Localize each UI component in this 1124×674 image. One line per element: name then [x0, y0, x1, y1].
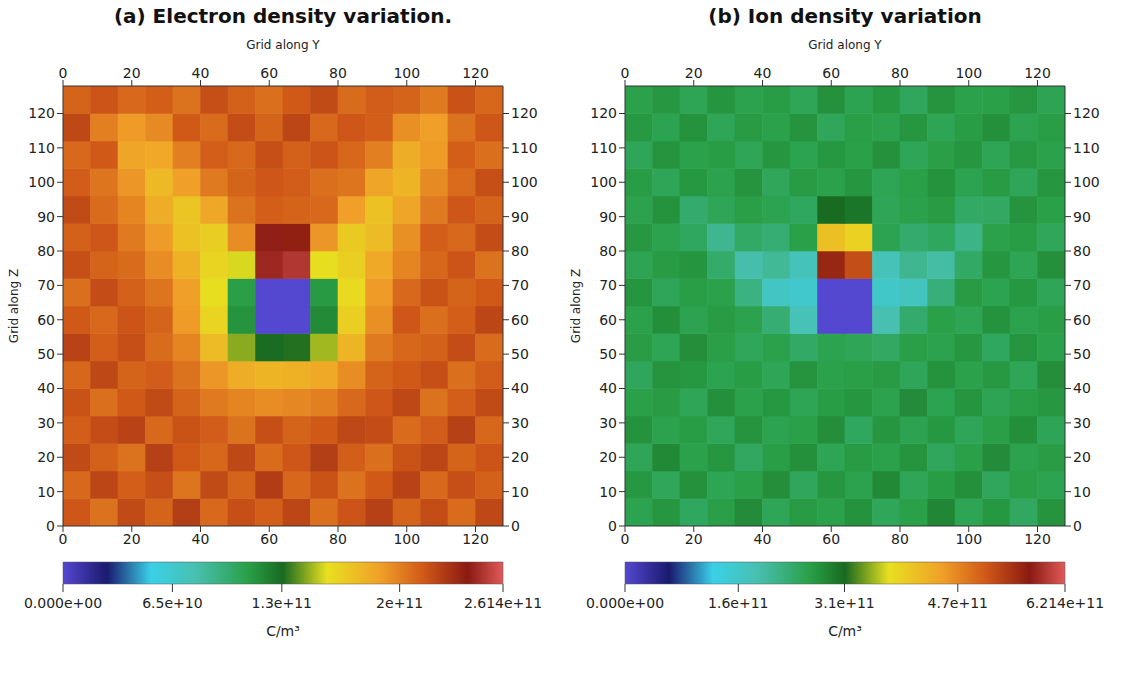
svg-text:100: 100 [955, 531, 982, 547]
svg-text:0: 0 [608, 518, 617, 534]
svg-text:2e+11: 2e+11 [376, 595, 423, 611]
svg-text:110: 110 [1073, 140, 1100, 156]
svg-text:10: 10 [599, 484, 617, 500]
svg-text:0: 0 [46, 518, 55, 534]
svg-text:0.000e+00: 0.000e+00 [24, 595, 102, 611]
svg-text:70: 70 [37, 277, 55, 293]
svg-text:1.3e+11: 1.3e+11 [252, 595, 312, 611]
svg-text:100: 100 [1073, 174, 1100, 190]
svg-text:60: 60 [822, 65, 840, 81]
svg-text:60: 60 [260, 531, 278, 547]
svg-text:2.614e+11: 2.614e+11 [464, 595, 542, 611]
svg-text:20: 20 [511, 449, 529, 465]
svg-text:110: 110 [590, 140, 617, 156]
svg-text:100: 100 [590, 174, 617, 190]
svg-text:80: 80 [37, 243, 55, 259]
svg-text:100: 100 [28, 174, 55, 190]
svg-text:0: 0 [621, 65, 630, 81]
svg-text:120: 120 [1024, 65, 1051, 81]
svg-text:3.1e+11: 3.1e+11 [814, 595, 874, 611]
svg-text:6.5e+10: 6.5e+10 [142, 595, 202, 611]
html-text:(a) Electron density variation: (a) Electron density variation. [113, 4, 453, 28]
html-text:Grid along Y: Grid along Y [808, 38, 882, 52]
svg-text:0.000e+00: 0.000e+00 [586, 595, 664, 611]
svg-text:40: 40 [754, 531, 772, 547]
html-text:(b) Ion density variation: (b) Ion density variation [708, 4, 982, 28]
svg-text:110: 110 [511, 140, 538, 156]
svg-text:60: 60 [37, 312, 55, 328]
svg-text:60: 60 [260, 65, 278, 81]
svg-text:20: 20 [123, 65, 141, 81]
svg-text:120: 120 [28, 105, 55, 121]
svg-text:100: 100 [393, 65, 420, 81]
svg-text:0: 0 [621, 531, 630, 547]
svg-text:120: 120 [1024, 531, 1051, 547]
svg-text:70: 70 [511, 277, 529, 293]
svg-text:120: 120 [1073, 105, 1100, 121]
svg-text:50: 50 [511, 346, 529, 362]
svg-text:10: 10 [1073, 484, 1091, 500]
svg-text:40: 40 [754, 65, 772, 81]
html-text:Grid along Z: Grid along Z [569, 268, 583, 344]
svg-text:60: 60 [599, 312, 617, 328]
html-text:Grid along Z: Grid along Z [7, 268, 21, 344]
svg-text:30: 30 [599, 415, 617, 431]
svg-text:80: 80 [891, 531, 909, 547]
svg-text:50: 50 [599, 346, 617, 362]
svg-text:90: 90 [1073, 209, 1091, 225]
svg-text:120: 120 [462, 65, 489, 81]
svg-text:20: 20 [599, 449, 617, 465]
svg-text:110: 110 [28, 140, 55, 156]
html-text:Grid along Y: Grid along Y [246, 38, 320, 52]
svg-text:40: 40 [192, 531, 210, 547]
svg-text:20: 20 [685, 531, 703, 547]
svg-text:0: 0 [59, 531, 68, 547]
svg-text:20: 20 [37, 449, 55, 465]
svg-text:90: 90 [37, 209, 55, 225]
svg-text:60: 60 [822, 531, 840, 547]
svg-text:10: 10 [37, 484, 55, 500]
svg-text:90: 90 [511, 209, 529, 225]
svg-text:80: 80 [511, 243, 529, 259]
svg-text:70: 70 [599, 277, 617, 293]
svg-text:0: 0 [1073, 518, 1082, 534]
svg-text:40: 40 [192, 65, 210, 81]
svg-text:40: 40 [1073, 380, 1091, 396]
svg-text:120: 120 [511, 105, 538, 121]
svg-text:60: 60 [511, 312, 529, 328]
svg-text:40: 40 [37, 380, 55, 396]
svg-text:70: 70 [1073, 277, 1091, 293]
svg-text:10: 10 [511, 484, 529, 500]
svg-text:1.6e+11: 1.6e+11 [708, 595, 768, 611]
svg-text:30: 30 [1073, 415, 1091, 431]
svg-text:C/m³: C/m³ [266, 623, 300, 639]
svg-text:50: 50 [1073, 346, 1091, 362]
svg-text:80: 80 [329, 65, 347, 81]
svg-text:120: 120 [462, 531, 489, 547]
svg-text:120: 120 [590, 105, 617, 121]
svg-text:40: 40 [599, 380, 617, 396]
svg-text:4.7e+11: 4.7e+11 [928, 595, 988, 611]
svg-text:0: 0 [511, 518, 520, 534]
svg-text:20: 20 [685, 65, 703, 81]
svg-text:50: 50 [37, 346, 55, 362]
svg-text:20: 20 [1073, 449, 1091, 465]
svg-text:80: 80 [891, 65, 909, 81]
svg-text:100: 100 [955, 65, 982, 81]
svg-text:100: 100 [393, 531, 420, 547]
svg-text:20: 20 [123, 531, 141, 547]
svg-text:30: 30 [37, 415, 55, 431]
svg-text:90: 90 [599, 209, 617, 225]
svg-text:100: 100 [511, 174, 538, 190]
svg-text:C/m³: C/m³ [828, 623, 862, 639]
svg-text:80: 80 [1073, 243, 1091, 259]
svg-text:6.214e+11: 6.214e+11 [1026, 595, 1104, 611]
svg-text:0: 0 [59, 65, 68, 81]
svg-text:80: 80 [599, 243, 617, 259]
svg-text:80: 80 [329, 531, 347, 547]
svg-text:30: 30 [511, 415, 529, 431]
svg-text:60: 60 [1073, 312, 1091, 328]
svg-text:40: 40 [511, 380, 529, 396]
